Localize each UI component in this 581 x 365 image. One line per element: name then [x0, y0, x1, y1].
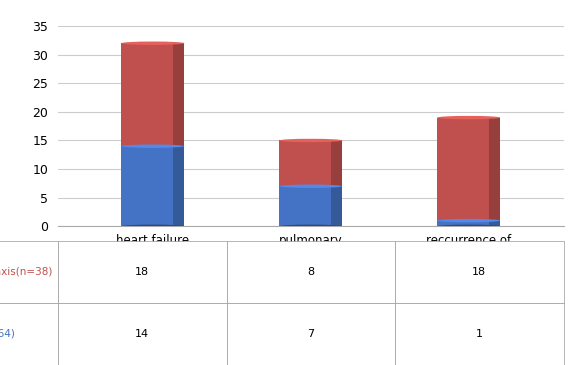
- Bar: [173, 146, 184, 226]
- Bar: [331, 186, 342, 226]
- Ellipse shape: [437, 116, 500, 119]
- Ellipse shape: [121, 42, 184, 45]
- Bar: [489, 118, 500, 220]
- Bar: [121, 43, 184, 146]
- Ellipse shape: [121, 224, 184, 228]
- Ellipse shape: [437, 224, 500, 228]
- Bar: [279, 186, 342, 226]
- Ellipse shape: [437, 219, 500, 222]
- Bar: [489, 220, 500, 226]
- Bar: [121, 146, 184, 226]
- Bar: [437, 118, 500, 220]
- Bar: [279, 141, 342, 186]
- Ellipse shape: [121, 145, 184, 148]
- Bar: [173, 43, 184, 146]
- Ellipse shape: [279, 185, 342, 188]
- Ellipse shape: [279, 224, 342, 228]
- Bar: [331, 141, 342, 186]
- Bar: [437, 220, 500, 226]
- Ellipse shape: [279, 139, 342, 142]
